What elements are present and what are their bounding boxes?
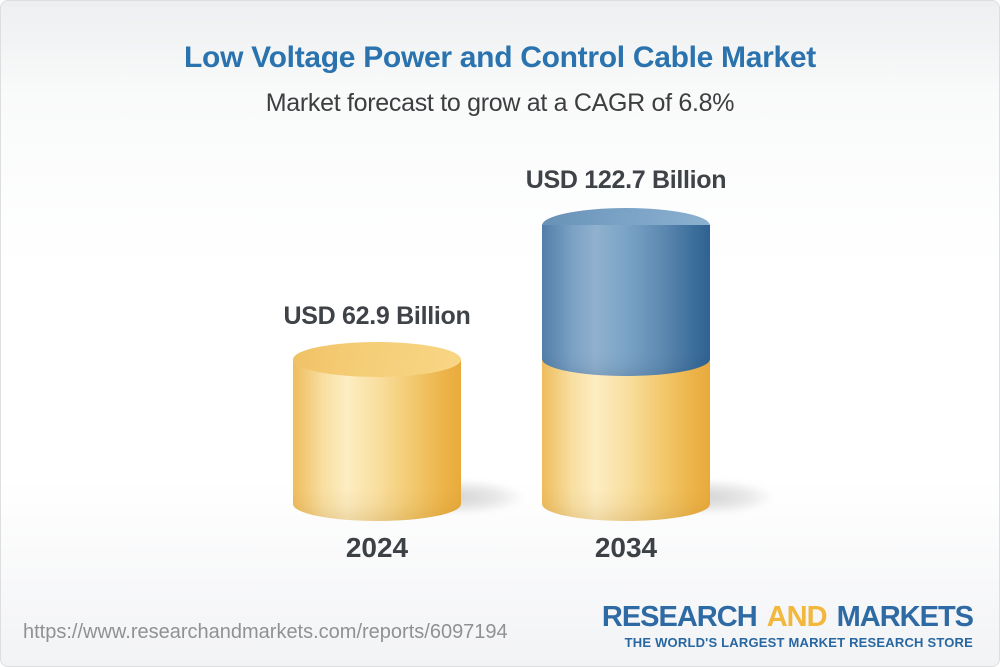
source-url: https://www.researchandmarkets.com/repor… xyxy=(23,621,508,643)
bar-2024-body xyxy=(293,359,461,521)
logo-tagline: THE WORLD'S LARGEST MARKET RESEARCH STOR… xyxy=(624,635,973,651)
page-title: Low Voltage Power and Control Cable Mark… xyxy=(184,41,816,74)
bar-value-label-2034: USD 122.7 Billion xyxy=(525,166,727,194)
research-and-markets-logo: RESEARCH AND MARKETS THE WORLD'S LARGEST… xyxy=(601,601,974,651)
logo-word-markets: MARKETS xyxy=(836,601,974,633)
bar-2034-base-segment xyxy=(542,359,710,521)
logo-word-research: RESEARCH xyxy=(601,601,758,633)
bar-2024-top-cap xyxy=(293,342,461,377)
x-axis-label-2034: 2034 xyxy=(594,532,658,563)
bar-value-label-2024: USD 62.9 Billion xyxy=(283,302,471,330)
x-axis-label-2024: 2024 xyxy=(345,532,409,563)
subtitle: Market forecast to grow at a CAGR of 6.8… xyxy=(265,89,735,117)
logo-wordmark: RESEARCH AND MARKETS xyxy=(601,601,974,633)
logo-word-and: AND xyxy=(766,601,828,633)
bar-2034-growth-segment xyxy=(542,225,710,376)
